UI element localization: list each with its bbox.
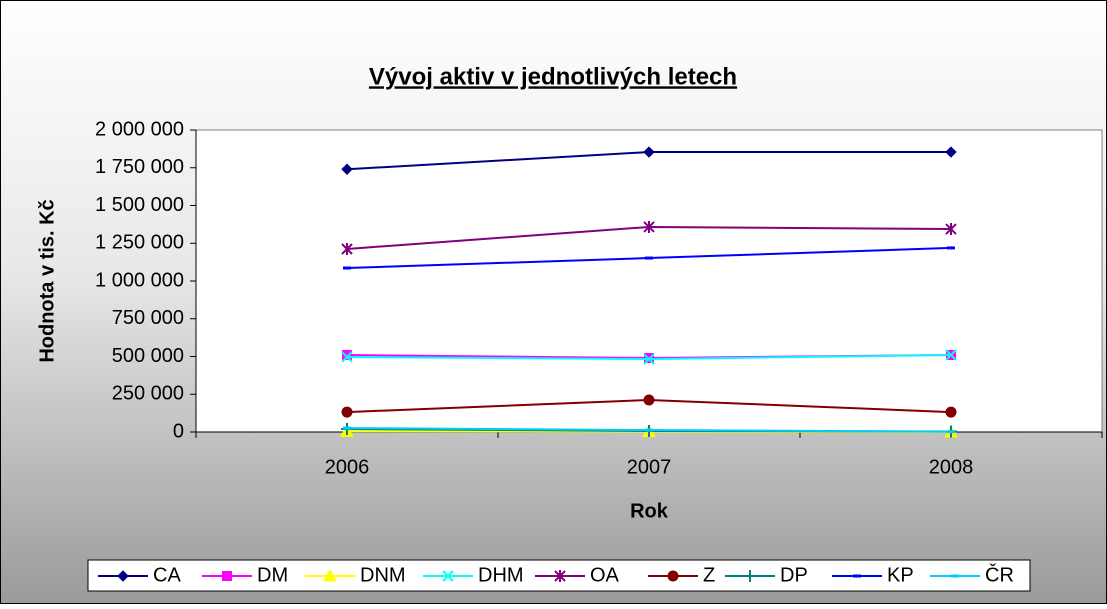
legend-label: KP [887,564,914,586]
x-tick-label: 2007 [627,456,672,478]
legend-marker [667,570,679,582]
chart-title: Vývoj aktiv v jednotlivých letech [369,63,737,90]
marker [342,349,352,360]
plot-area [195,129,1103,433]
y-tick-label: 1 750 000 [95,156,184,178]
marker [643,146,655,158]
marker [945,146,957,158]
legend-label: OA [590,564,620,586]
marker [645,256,653,260]
legend-marker [442,570,454,582]
legend-marker [554,570,566,582]
marker [947,246,955,250]
marker [341,163,353,175]
legend-marker [853,574,861,578]
y-tick-label: 1 000 000 [95,269,184,291]
marker [643,220,655,233]
legend-label: DNM [360,564,406,586]
marker [343,266,351,270]
marker [643,394,655,406]
marker [945,406,957,418]
legend-label: DP [780,564,808,586]
legend-label: DM [257,564,288,586]
marker [945,223,957,236]
legend-label: ČR [985,563,1014,586]
marker [341,242,353,255]
legend-marker [117,570,129,582]
legend-marker [222,571,232,581]
x-tick-label: 2006 [325,456,370,478]
y-tick-label: 0 [173,420,184,442]
marker [645,428,653,432]
legend-label: CA [153,564,181,586]
legend-label: DHM [478,564,524,586]
legend-label: Z [703,564,715,586]
y-tick-label: 500 000 [112,345,184,367]
legend-marker [951,574,959,578]
legend-marker [323,568,337,582]
marker [947,430,955,434]
x-tick-label: 2008 [929,456,974,478]
y-axis-title: Hodnota v tis. Kč [36,199,58,362]
y-tick-label: 1 250 000 [95,232,184,254]
x-axis-title: Rok [630,500,669,522]
y-tick-label: 750 000 [112,307,184,329]
marker [341,406,353,418]
marker [945,349,957,361]
marker [341,351,353,363]
legend-marker [744,570,756,582]
y-tick-label: 1 500 000 [95,194,184,216]
y-tick-label: 250 000 [112,383,184,405]
marker [643,353,655,365]
marker [343,426,351,430]
y-tick-label: 2 000 000 [95,118,184,140]
